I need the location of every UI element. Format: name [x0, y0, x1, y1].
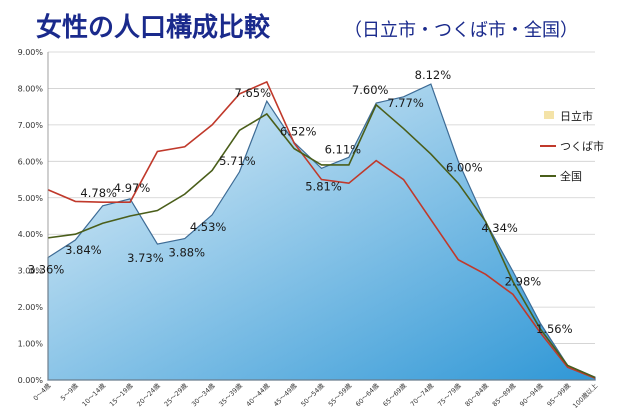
data-label: 5.71%	[219, 154, 256, 168]
x-tick-label: 100歳以上	[570, 381, 599, 410]
y-tick-label: 4.00%	[18, 230, 44, 239]
data-label: 6.11%	[325, 142, 362, 156]
x-tick-label: 50〜54歳	[299, 381, 327, 409]
data-label: 6.52%	[280, 124, 317, 138]
y-tick-label: 1.00%	[18, 340, 44, 349]
x-tick-label: 5〜9歳	[58, 381, 80, 403]
data-label: 7.60%	[352, 83, 389, 97]
x-axis: 0〜4歳 5〜9歳 10〜14歳 15〜19歳 20〜24歳 25〜29歳 30〜34歳 35…	[31, 381, 600, 410]
y-tick-label: 9.00%	[18, 48, 44, 57]
data-label: 4.34%	[481, 221, 518, 235]
x-tick-label: 40〜44歳	[244, 381, 272, 409]
y-tick-label: 7.00%	[18, 121, 44, 130]
x-tick-label: 45〜49歳	[271, 381, 299, 409]
data-label: 7.77%	[387, 96, 424, 110]
x-tick-label: 15〜19歳	[107, 381, 135, 409]
data-label: 6.00%	[446, 160, 483, 174]
x-tick-label: 70〜74歳	[408, 381, 436, 409]
data-label: 3.84%	[65, 243, 102, 257]
y-tick-label: 0.00%	[18, 376, 44, 385]
y-tick-label: 2.00%	[18, 303, 44, 312]
y-tick-label: 5.00%	[18, 194, 44, 203]
series-line-tsukuba	[47, 80, 596, 379]
legend-label: 全国	[560, 169, 582, 183]
x-tick-label: 75〜79歳	[435, 381, 463, 409]
data-label: 1.56%	[536, 322, 573, 336]
area-layer	[47, 83, 596, 381]
x-tick-label: 95〜99歳	[545, 381, 573, 409]
data-label: 4.53%	[190, 220, 227, 234]
y-axis: 0.00% 1.00% 2.00% 3.00% 4.00% 5.00% 6.00% 7.00%…	[18, 48, 595, 385]
x-tick-label: 65〜69歳	[381, 381, 409, 409]
x-tick-label: 80〜84歳	[463, 381, 491, 409]
data-label: 3.88%	[168, 246, 205, 260]
data-label: 3.36%	[28, 263, 65, 277]
legend-label: つくば市	[560, 139, 604, 153]
data-label: 8.12%	[415, 68, 452, 82]
y-tick-label: 3.00%	[18, 267, 44, 276]
x-tick-label: 60〜64歳	[353, 381, 381, 409]
data-label: 5.81%	[305, 179, 342, 193]
chart-title: 女性の人口構成比較	[36, 12, 271, 43]
chart-subtitle: （日立市・つくば市・全国）	[344, 20, 578, 41]
series-area-hitachi	[47, 83, 596, 381]
series-line-national	[47, 103, 596, 379]
data-label: 4.78%	[80, 186, 117, 200]
x-tick-label: 55〜59歳	[326, 381, 354, 409]
x-tick-label: 30〜34歳	[189, 381, 217, 409]
legend-item: 全国	[540, 169, 582, 183]
x-tick-label: 10〜14歳	[80, 381, 108, 409]
x-tick-label: 85〜89歳	[490, 381, 518, 409]
x-tick-label: 90〜94歳	[517, 381, 545, 409]
x-tick-label: 35〜39歳	[217, 381, 245, 409]
x-tick-label: 20〜24歳	[135, 381, 163, 409]
y-tick-label: 8.00%	[18, 84, 44, 93]
legend-item: つくば市	[540, 139, 604, 153]
lines-layer	[47, 80, 596, 379]
data-label: 4.97%	[114, 181, 151, 195]
x-tick-label: 25〜29歳	[162, 381, 190, 409]
legend-label: 日立市	[560, 109, 593, 123]
legend-swatch	[544, 111, 554, 119]
data-label: 3.73%	[127, 251, 164, 265]
y-tick-label: 6.00%	[18, 157, 44, 166]
data-labels: 3.36%3.84% 4.78%4.97% 3.73% 3.88% 4.53% 5.71%…	[28, 68, 573, 336]
legend-item: 日立市	[544, 109, 593, 123]
data-label: 7.65%	[235, 86, 272, 100]
data-label: 2.98%	[505, 274, 542, 288]
